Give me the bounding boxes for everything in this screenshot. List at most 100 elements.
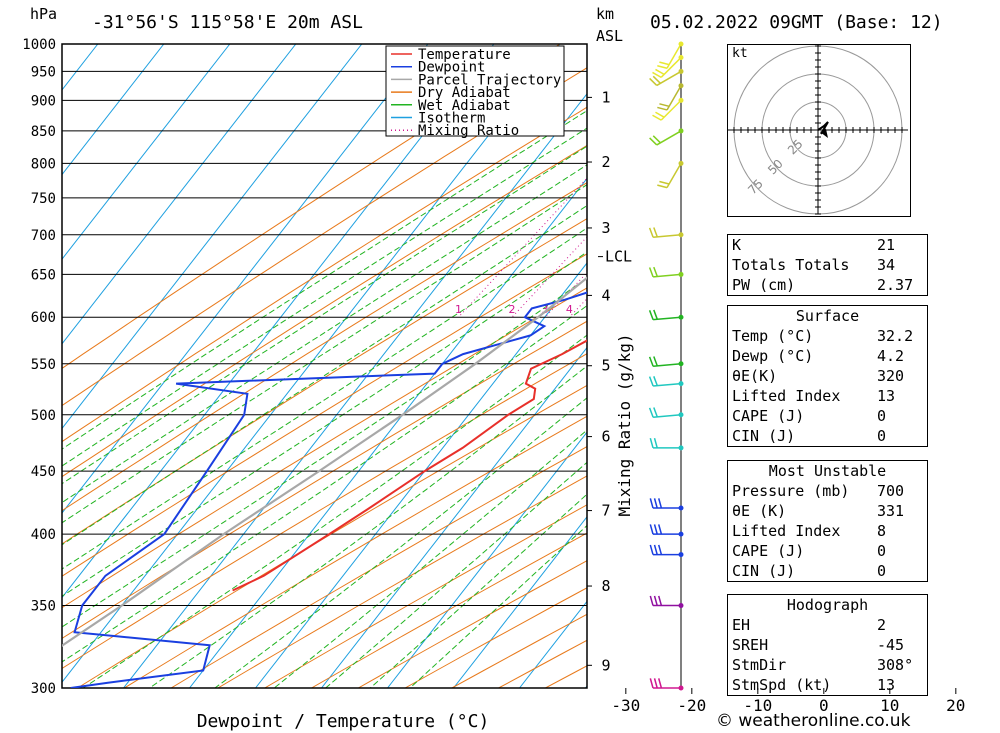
isotherm-line <box>0 44 32 688</box>
index-value: 34 <box>877 256 896 274</box>
unstable-label: θE (K) <box>732 502 787 520</box>
x-axis-label: Dewpoint / Temperature (°C) <box>197 711 490 732</box>
wind-barb-feather <box>658 678 663 689</box>
wind-barb-feather <box>652 114 662 121</box>
datetime-title: 05.02.2022 09GMT (Base: 12) <box>650 12 943 33</box>
isotherm-line <box>62 44 561 684</box>
wind-barb <box>649 595 684 609</box>
surface-label: Temp (°C) <box>732 327 814 345</box>
dry-adiabat-line <box>170 445 587 688</box>
wind-barb-dot <box>678 531 684 537</box>
surface-label: Dewp (°C) <box>732 347 814 365</box>
pressure-tick-label: 550 <box>31 357 56 373</box>
dry-adiabat-line <box>264 504 587 688</box>
wind-barb-feather <box>653 544 658 555</box>
asl-unit-label: ASL <box>596 27 624 45</box>
wind-barb <box>648 356 684 367</box>
pressure-tick-label: 400 <box>31 527 56 543</box>
unstable-table: Most Unstable Pressure (mb) 700 θE (K) 331 Li… <box>727 460 928 582</box>
surface-label: Lifted Index <box>732 387 841 405</box>
wind-barb-shaft <box>656 70 682 87</box>
wind-barb-shaft <box>656 130 682 146</box>
hodograph-table: Hodograph EH 2 SREH -45 StmDir 308° StmSpd (kt)… <box>727 594 928 696</box>
unstable-label: CAPE (J) <box>732 542 805 560</box>
wind-barb <box>648 376 684 387</box>
wet-adiabat-line <box>149 365 587 688</box>
unstable-value: 700 <box>877 482 905 500</box>
surface-label: θE(K) <box>732 367 778 385</box>
km-tick-label: 6 <box>601 428 610 446</box>
dry-adiabat-line <box>62 287 587 609</box>
wind-barb <box>649 524 684 537</box>
wind-barb-feather <box>658 524 663 535</box>
unstable-value: 8 <box>877 522 887 540</box>
x-tick-label: 20 <box>946 696 965 715</box>
wind-barb-feather <box>653 524 658 535</box>
isotherm-line <box>62 44 165 176</box>
wind-barb-feather <box>653 407 658 418</box>
legend-entry: Parcel Trajectory <box>418 72 561 88</box>
legend-entry: Dry Adiabat <box>418 85 511 101</box>
wind-barb <box>649 678 684 691</box>
wind-barb <box>657 83 684 111</box>
dry-adiabat-line <box>62 353 587 670</box>
mixing-ratio-label: 4 <box>566 303 573 316</box>
pressure-tick-label: 450 <box>31 464 56 480</box>
surface-row: θE(K) 320 <box>728 366 928 386</box>
wind-barb-dot <box>678 314 684 320</box>
wind-barb-shaft <box>666 85 682 111</box>
hodo-title: Hodograph <box>786 596 869 614</box>
wind-barb-shaft <box>653 316 682 321</box>
index-row: Totals Totals 34 <box>728 255 928 275</box>
wind-barb-feather <box>652 71 662 78</box>
storm-motion-arrow-icon <box>820 129 828 138</box>
unstable-row: θE (K) 331 <box>728 501 928 521</box>
x-tick-label: -10 <box>743 696 772 715</box>
surface-value: 4.2 <box>877 347 905 365</box>
wind-barb <box>648 407 684 418</box>
legend-entry: Isotherm <box>418 111 485 127</box>
wet-adiabat-line <box>62 277 587 628</box>
isotherm-line <box>387 431 587 688</box>
wind-barb-feather <box>649 544 654 555</box>
mixing-ratio-label: 2 <box>508 303 515 316</box>
isotherm-line <box>62 44 363 430</box>
wind-barb-feather <box>655 68 665 76</box>
unstable-row: CAPE (J) 0 <box>728 541 928 561</box>
unstable-label: Lifted Index <box>732 522 841 540</box>
surface-row: Dewp (°C) 4.2 <box>728 346 928 366</box>
isotherm-line <box>321 346 587 688</box>
unstable-row: Lifted Index 8 <box>728 521 928 541</box>
wind-barb-feather <box>653 678 658 689</box>
wind-barb-dot <box>678 552 684 558</box>
km-tick-label: 9 <box>601 656 610 674</box>
unstable-label: CIN (J) <box>732 562 796 580</box>
wind-barb-dot <box>678 271 684 277</box>
wind-barb-dot <box>678 97 684 103</box>
km-tick-label: 3 <box>601 219 610 237</box>
wind-barb-dot <box>678 412 684 418</box>
hodo-value: 2 <box>877 616 887 634</box>
surface-row: Lifted Index 13 <box>728 386 928 406</box>
index-label: K <box>732 236 742 254</box>
unstable-row: Pressure (mb) 700 <box>728 481 928 501</box>
wet-adiabat-line <box>62 305 587 663</box>
pressure-tick-label: 700 <box>31 228 56 244</box>
wind-barb <box>648 309 684 321</box>
wind-barb-shaft <box>653 234 682 238</box>
pressure-tick-label: 850 <box>31 124 56 140</box>
unstable-value: 0 <box>877 542 887 560</box>
wind-barb-feather <box>652 75 661 84</box>
wind-barb-feather <box>648 407 654 418</box>
hodo-label: StmDir <box>732 656 787 674</box>
wind-barb-dot <box>678 603 684 609</box>
pressure-tick-label: 600 <box>31 310 56 326</box>
dry-adiabat-line <box>77 384 587 688</box>
site-credit[interactable]: © weatheronline.co.uk <box>716 711 911 731</box>
unstable-row: CIN (J) 0 <box>728 561 928 582</box>
wind-barb-feather <box>653 309 658 320</box>
wind-barb-dot <box>678 68 684 74</box>
pressure-tick-label: 900 <box>31 93 56 109</box>
